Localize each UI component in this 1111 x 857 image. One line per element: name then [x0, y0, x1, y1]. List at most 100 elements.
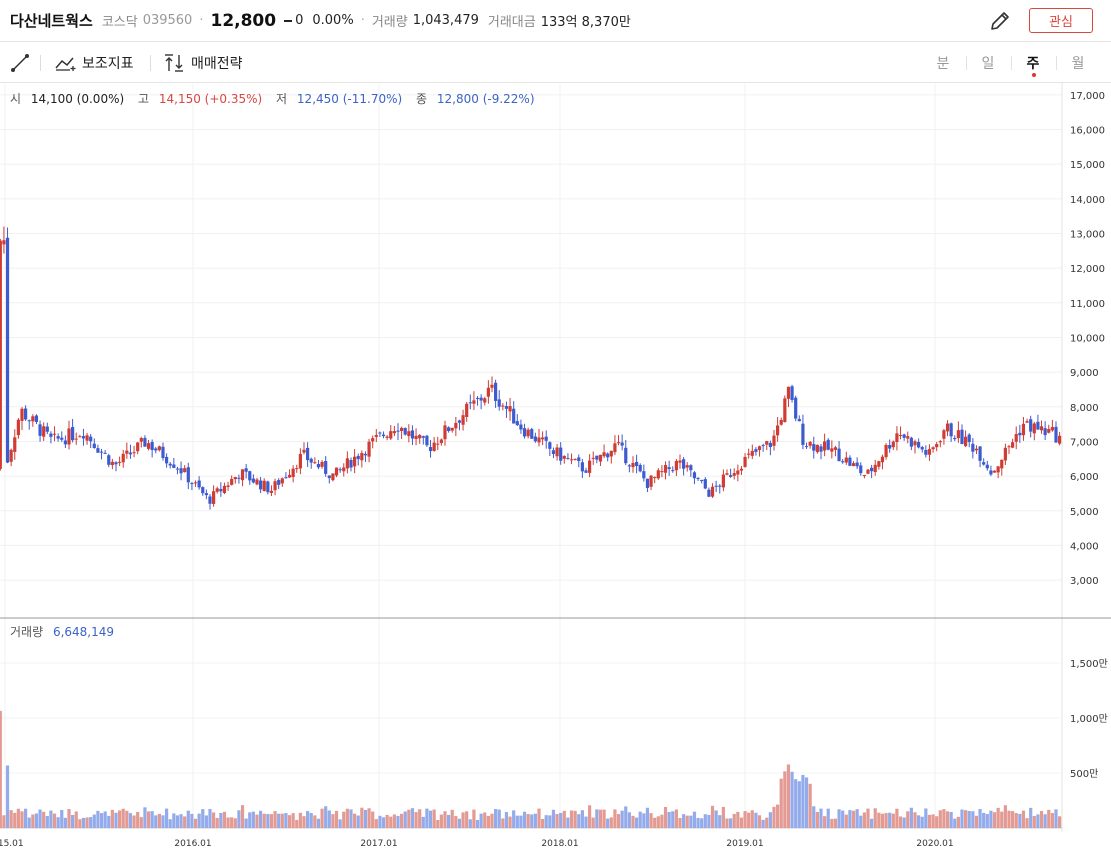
volume-bar	[786, 764, 791, 828]
period-week[interactable]: 주	[1026, 56, 1040, 72]
period-month[interactable]: 월	[1071, 56, 1085, 72]
candle-body	[67, 428, 71, 445]
strategy-button[interactable]: 매매전략	[164, 52, 243, 74]
volume-bar	[812, 806, 816, 828]
volume-bar	[555, 814, 559, 828]
volume-bar	[613, 809, 617, 828]
candle-body	[24, 408, 28, 420]
volume-label: 거래량	[371, 15, 408, 30]
volume-bar	[251, 811, 255, 828]
candle-body	[971, 443, 975, 452]
candle-body	[371, 438, 375, 442]
candle-body	[81, 436, 86, 439]
volume-bar	[996, 807, 1000, 828]
volume-bar	[338, 819, 342, 828]
amount-value: 133억 8,370만	[540, 15, 631, 30]
volume-bar	[67, 809, 71, 828]
candle-body	[468, 402, 472, 404]
volume-bar	[1000, 811, 1004, 828]
candle-body	[1007, 446, 1011, 448]
candle-body	[721, 474, 725, 488]
volume-bar	[927, 814, 932, 828]
volume-bar	[519, 815, 523, 828]
volume-bar	[287, 815, 292, 828]
candle-body	[193, 482, 198, 484]
candle-body	[277, 480, 281, 485]
volume-bar	[833, 818, 838, 828]
candle-body	[714, 485, 718, 487]
volume-bar	[89, 817, 93, 828]
candle-body	[414, 435, 418, 440]
period-minute[interactable]: 분	[936, 56, 950, 72]
line-draw-icon[interactable]	[9, 52, 31, 74]
candle-body	[251, 478, 255, 483]
volume-bar	[913, 812, 917, 828]
volume-bar	[2, 815, 6, 828]
candle-body	[660, 471, 664, 473]
stock-chart[interactable]: 3,000 4,000 5,000 6,000 7,000 8,000 9,000 10,00…	[0, 83, 1111, 857]
volume-bar	[642, 813, 646, 828]
volume-bar	[696, 817, 700, 828]
volume-bar	[1036, 814, 1040, 828]
candle-body	[913, 441, 917, 446]
candle-body	[255, 479, 259, 485]
volume-bar	[783, 771, 787, 828]
volume-bar	[27, 817, 31, 828]
candle-body	[631, 463, 635, 468]
stock-name: 다산네트웍스	[10, 12, 93, 30]
time-tick-label: 2016.01	[174, 839, 211, 849]
volume-bar	[678, 817, 682, 828]
candle-body	[342, 467, 346, 472]
candle-body	[515, 421, 519, 426]
volume-bar	[78, 819, 82, 828]
candle-body	[5, 237, 10, 463]
volume-bar	[345, 808, 349, 828]
candle-body	[490, 384, 494, 388]
candle-body	[219, 488, 223, 492]
candle-body	[859, 465, 863, 474]
indicator-icon	[55, 57, 76, 71]
volume-bar	[765, 817, 769, 828]
candle-body	[627, 465, 631, 467]
candle-body	[747, 453, 751, 455]
volume-bar	[110, 809, 114, 828]
candle-body	[56, 436, 60, 439]
candle-body	[248, 471, 252, 481]
volume-bar	[31, 814, 35, 828]
volume-bar	[797, 781, 801, 828]
volume-bar	[667, 811, 671, 828]
candle-body	[678, 460, 682, 463]
candle-body	[143, 437, 147, 447]
candle-body	[826, 439, 830, 450]
volume-bar	[967, 810, 971, 828]
period-day[interactable]: 일	[981, 56, 995, 72]
volume-bar	[197, 813, 201, 828]
price-tick-label: 15,000	[1070, 160, 1105, 171]
volume-bar	[750, 810, 754, 828]
volume-bar	[483, 812, 487, 828]
volume-bar	[313, 815, 317, 828]
candle-body	[450, 427, 454, 431]
price-tick-label: 3,000	[1070, 576, 1099, 587]
candle-body	[204, 493, 208, 496]
candle-body	[436, 443, 440, 445]
volume-bar	[794, 779, 798, 828]
candle-body	[732, 473, 736, 476]
candle-body	[790, 386, 794, 401]
candle-body	[801, 423, 805, 445]
candle-body	[956, 430, 960, 439]
candle-body	[504, 406, 509, 409]
candle-body	[1014, 433, 1018, 442]
favorite-button[interactable]: 관심	[1029, 8, 1093, 33]
volume-bar	[407, 809, 411, 828]
volume-bar	[895, 808, 899, 828]
candle-body	[616, 442, 621, 444]
candle-body	[819, 446, 823, 452]
volume-bar	[544, 815, 548, 828]
indicator-button[interactable]: 보조지표	[55, 52, 134, 74]
candle-body	[533, 436, 537, 442]
candle-body	[602, 452, 606, 457]
candle-body	[443, 425, 447, 440]
pencil-icon[interactable]	[988, 9, 1012, 33]
candle-body	[794, 397, 798, 419]
